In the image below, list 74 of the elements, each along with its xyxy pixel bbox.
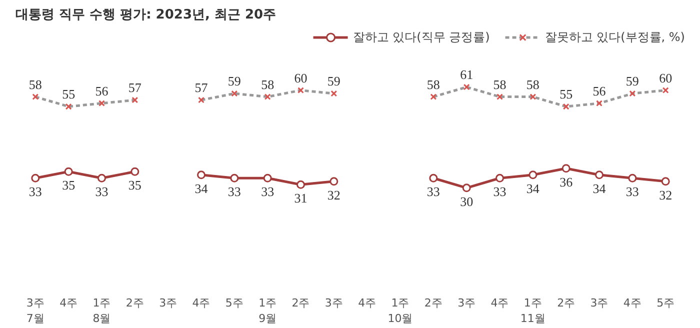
x-tick-label: 3주 7월	[26, 296, 44, 326]
x-tick-label: 2주	[424, 296, 442, 310]
point	[429, 174, 438, 182]
data-label: 33	[95, 184, 108, 200]
x-tick-label: 5주	[225, 296, 244, 310]
point	[296, 180, 305, 189]
data-label: 34	[592, 180, 606, 196]
point	[31, 174, 40, 182]
point	[628, 174, 637, 182]
point	[97, 174, 106, 182]
point	[64, 167, 73, 176]
x-tick-label: 3주	[324, 296, 343, 310]
data-label: 55	[560, 86, 573, 102]
point	[562, 164, 570, 173]
point	[496, 174, 504, 182]
data-label: 30	[460, 194, 474, 209]
point	[196, 170, 206, 180]
data-label: 36	[560, 174, 574, 190]
x-tick-label: 3주	[159, 296, 178, 310]
point	[661, 177, 670, 186]
x-tick-label: 4주	[358, 296, 376, 310]
data-label: 33	[426, 184, 440, 200]
data-label: 31	[294, 190, 308, 206]
data-label: 58	[28, 76, 42, 92]
data-label: 33	[28, 184, 42, 200]
data-label: 56	[95, 83, 109, 98]
data-label: 61	[460, 67, 474, 82]
x-tick-label: 1주 9월	[258, 296, 277, 326]
data-label: 60	[294, 70, 308, 86]
x-tick-label: 3주	[458, 296, 476, 310]
x-tick-label: 5주	[656, 296, 675, 310]
point	[330, 177, 338, 186]
data-label: 35	[62, 178, 76, 193]
data-label: 57	[194, 80, 208, 96]
data-label: 58	[261, 76, 274, 92]
data-label: 33	[493, 184, 506, 200]
data-label: 34	[194, 180, 208, 196]
data-label: 59	[626, 74, 639, 89]
data-label: 59	[228, 74, 241, 89]
data-label: 55	[62, 86, 76, 102]
point	[130, 167, 140, 176]
data-label: 57	[128, 80, 142, 96]
chart-title: 대통령 직무 수행 평가: 2023년, 최근 20주	[16, 8, 276, 22]
x-tick-label: 2주	[557, 296, 576, 310]
point	[230, 174, 239, 182]
data-label: 58	[426, 76, 440, 92]
x-tick-label: 1주 8월	[92, 296, 111, 326]
data-label: 34	[526, 180, 540, 196]
data-label: 59	[327, 74, 340, 89]
data-label: 56	[592, 83, 606, 98]
data-label: 58	[526, 76, 540, 92]
data-label: 35	[128, 178, 142, 193]
point	[595, 170, 604, 180]
data-label: 32	[659, 187, 672, 202]
x-tick-label: 4주	[192, 296, 210, 310]
data-label: 33	[626, 184, 639, 200]
data-label: 33	[228, 184, 241, 200]
legend-label: 잘못하고 있다(부정률, %)	[544, 28, 685, 46]
point	[528, 170, 538, 180]
data-label: 60	[659, 70, 672, 86]
data-label: 32	[327, 187, 340, 202]
point	[462, 184, 471, 192]
x-tick-label: 4주	[490, 296, 509, 310]
x-tick-label: 4주	[623, 296, 642, 310]
x-tick-label: 4주	[60, 296, 78, 310]
data-label: 33	[261, 184, 274, 200]
x-tick-label: 1주 10월	[388, 296, 413, 326]
x-tick-label: 1주 11월	[520, 296, 546, 326]
x-tick-label: 3주	[590, 296, 608, 310]
data-label: 58	[493, 76, 506, 92]
x-tick-label: 2주	[292, 296, 310, 310]
x-tick-label: 2주	[126, 296, 144, 310]
legend-label: 잘하고 있다(직무 긍정률)	[352, 28, 490, 46]
point	[263, 174, 272, 182]
